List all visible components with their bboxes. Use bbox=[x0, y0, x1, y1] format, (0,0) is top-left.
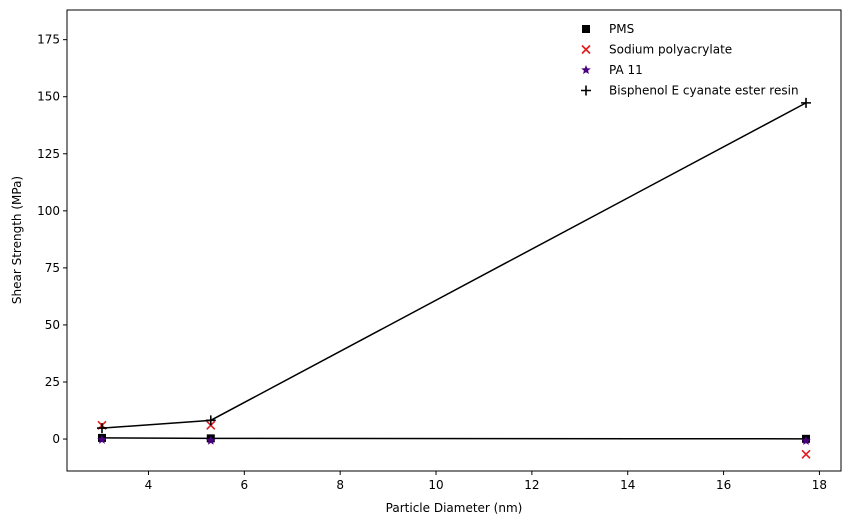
data-point bbox=[97, 434, 107, 444]
data-point bbox=[206, 435, 216, 445]
legend-marker bbox=[581, 85, 591, 96]
y-tick-label: 50 bbox=[45, 318, 60, 332]
legend-label: Sodium polyacrylate bbox=[609, 43, 732, 57]
legend-marker bbox=[581, 65, 591, 75]
legend-marker bbox=[582, 25, 590, 33]
legend-label: PA 11 bbox=[609, 63, 643, 77]
series-layer bbox=[96, 97, 812, 459]
x-tick-label: 18 bbox=[812, 478, 827, 492]
legend-label: PMS bbox=[609, 22, 634, 36]
legend-marker bbox=[581, 44, 591, 55]
x-axis-label: Particle Diameter (nm) bbox=[386, 501, 523, 515]
legend-label: Bisphenol E cyanate ester resin bbox=[609, 84, 799, 98]
y-tick-label: 175 bbox=[37, 33, 60, 47]
legend: PMS Sodium polyacrylate PA 11 Bisphenol E c… bbox=[581, 22, 799, 98]
y-tick-label: 100 bbox=[37, 204, 60, 218]
data-point bbox=[801, 97, 812, 108]
x-tick-label: 14 bbox=[620, 478, 635, 492]
y-axis-label: Shear Strength (MPa) bbox=[10, 176, 24, 304]
x-tick-label: 10 bbox=[428, 478, 443, 492]
data-point bbox=[801, 435, 811, 445]
series-2 bbox=[97, 434, 811, 445]
y-axis: 0 25 50 75 100 125 150 175 bbox=[37, 33, 67, 446]
x-axis: 4 6 8 10 12 14 16 18 bbox=[145, 471, 827, 492]
y-tick-label: 75 bbox=[45, 261, 60, 275]
x-tick-label: 4 bbox=[145, 478, 153, 492]
x-tick-label: 6 bbox=[241, 478, 249, 492]
series-1 bbox=[97, 420, 811, 459]
x-tick-label: 16 bbox=[716, 478, 731, 492]
y-tick-label: 125 bbox=[37, 147, 60, 161]
data-point bbox=[801, 449, 811, 459]
data-point bbox=[205, 415, 216, 426]
series-3 bbox=[96, 97, 812, 434]
x-tick-label: 12 bbox=[524, 478, 539, 492]
data-point bbox=[96, 423, 107, 434]
data-point bbox=[206, 420, 216, 430]
y-tick-label: 0 bbox=[52, 432, 60, 446]
y-tick-label: 150 bbox=[37, 90, 60, 104]
y-tick-label: 25 bbox=[45, 375, 60, 389]
x-tick-label: 8 bbox=[336, 478, 344, 492]
plot-area bbox=[66, 9, 842, 472]
